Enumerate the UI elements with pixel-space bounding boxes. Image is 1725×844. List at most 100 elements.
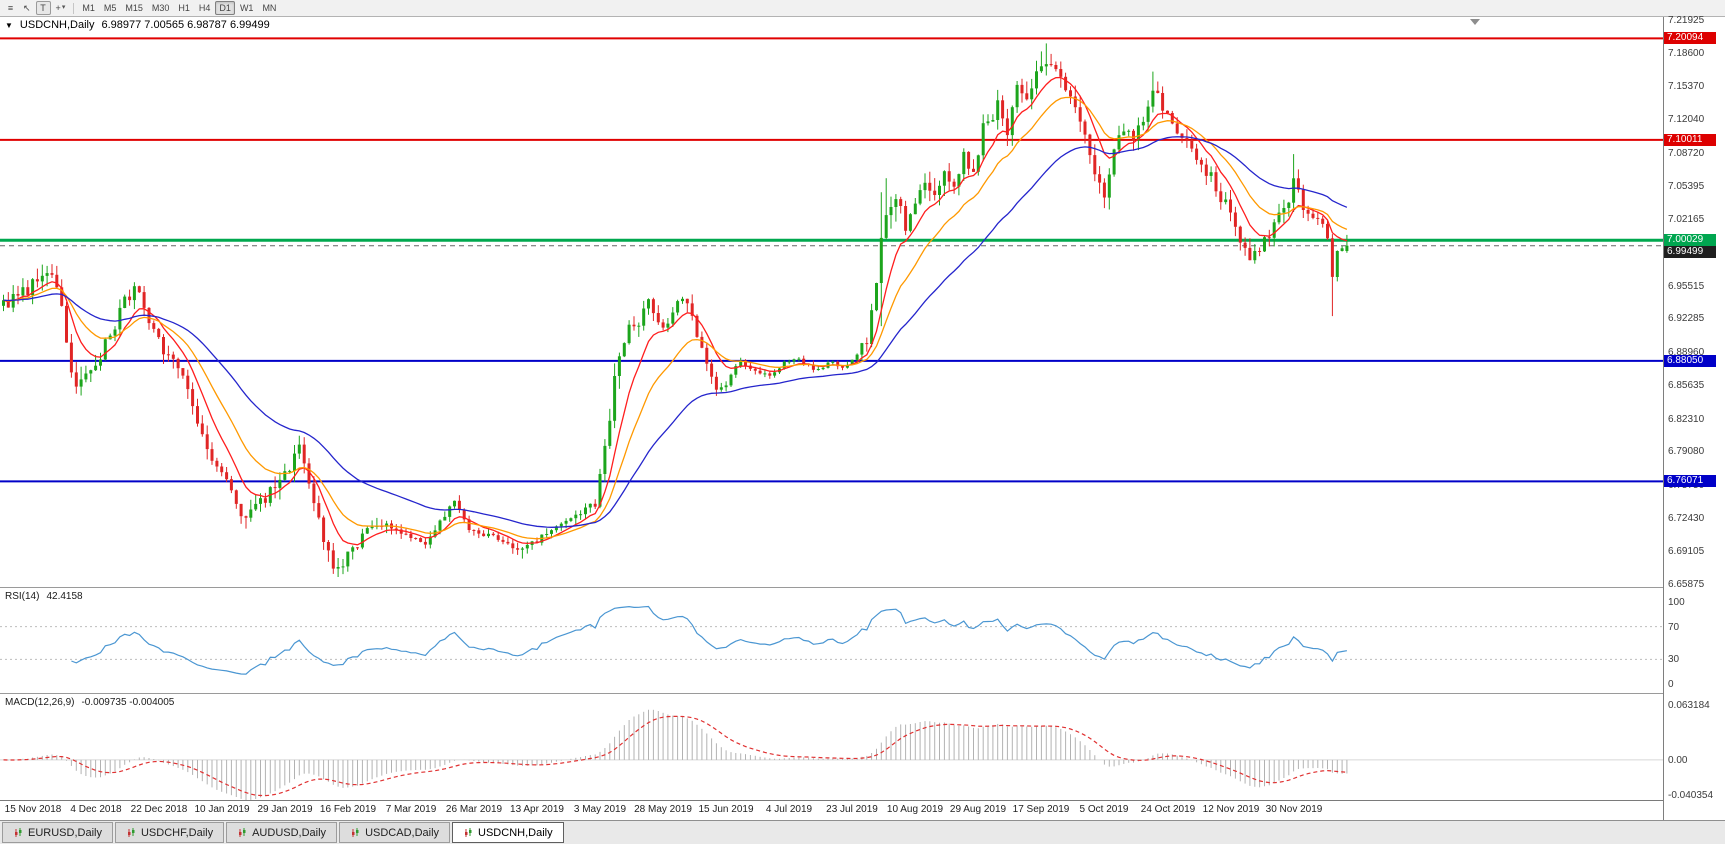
- macd-tick: -0.040354: [1668, 790, 1714, 801]
- time-label: 7 Mar 2019: [385, 804, 437, 815]
- time-label: 15 Nov 2018: [4, 804, 62, 815]
- timeframe-H4[interactable]: H4: [198, 3, 211, 13]
- price-chart-canvas[interactable]: [0, 17, 1663, 820]
- panel-separator[interactable]: [0, 587, 1725, 588]
- price-tick: 7.18600: [1668, 48, 1705, 59]
- price-tick: 7.08720: [1668, 148, 1705, 159]
- crosshair-icon[interactable]: + ▾: [52, 1, 70, 15]
- quote-header: ▼ USDCNH,Daily 6.98977 7.00565 6.98787 6…: [5, 19, 270, 31]
- dropdown-caret-icon: ▾: [61, 4, 66, 11]
- time-label: 29 Jan 2019: [257, 804, 313, 815]
- toolbar-separator: [73, 2, 75, 14]
- time-axis-separator: [0, 800, 1725, 801]
- timeframe-H1[interactable]: H1: [178, 3, 190, 13]
- time-label: 29 Aug 2019: [949, 804, 1007, 815]
- price-tick: 6.88960: [1668, 347, 1705, 358]
- crosshair-glyph: +: [55, 3, 61, 13]
- rsi-value: 42.4158: [46, 591, 83, 602]
- tab-label: EURUSD,Daily: [28, 826, 102, 839]
- time-label: 17 Sep 2019: [1012, 804, 1070, 815]
- cursor-icon[interactable]: ↖: [23, 3, 31, 13]
- time-label: 3 May 2019: [573, 804, 627, 815]
- candlestick-chart-icon: [126, 827, 136, 838]
- candlestick-chart-icon: [237, 827, 247, 838]
- quote-symbol: USDCNH,Daily: [19, 19, 95, 31]
- macd-tick: 0.063184: [1668, 700, 1710, 711]
- candlestick-chart-icon: [13, 827, 23, 838]
- time-label: 30 Nov 2019: [1265, 804, 1323, 815]
- collapse-icon[interactable]: ▼: [5, 20, 13, 30]
- candles-layer: [2, 43, 1349, 577]
- price-badge: 6.88050: [1664, 355, 1716, 367]
- price-tick: 6.79080: [1668, 446, 1705, 457]
- moving-averages-layer: [3, 76, 1348, 546]
- rsi-tick: 70: [1668, 622, 1680, 633]
- time-axis[interactable]: 15 Nov 2018 4 Dec 2018 22 Dec 2018 10 Jan 2…: [0, 801, 1663, 820]
- macd-values: -0.009735 -0.004005: [81, 697, 175, 708]
- price-tick: 6.85635: [1668, 380, 1705, 391]
- time-label: 10 Aug 2019: [886, 804, 944, 815]
- price-badge: 6.76071: [1664, 475, 1716, 487]
- price-tick: 6.72430: [1668, 513, 1705, 524]
- price-tick: 6.65875: [1668, 579, 1705, 590]
- timeframe-M15[interactable]: M15: [125, 3, 143, 13]
- tab-label: USDCNH,Daily: [478, 826, 553, 839]
- tab-label: AUDUSD,Daily: [252, 826, 327, 839]
- time-label: 13 Apr 2019: [510, 804, 564, 815]
- price-badge: 7.10011: [1664, 134, 1716, 146]
- time-label: 10 Jan 2019: [194, 804, 250, 815]
- tab-label: USDCAD,Daily: [365, 826, 440, 839]
- quote-ohlc: 6.98977 7.00565 6.98787 6.99499: [101, 19, 270, 31]
- chart-tab-AUDUSD[interactable]: AUDUSD,Daily: [226, 822, 338, 843]
- rsi-tick: 30: [1668, 654, 1680, 665]
- time-label: 24 Oct 2019: [1140, 804, 1196, 815]
- price-badge: 7.00029: [1664, 234, 1716, 246]
- text-tool-icon[interactable]: T: [35, 1, 51, 15]
- timeframe-M5[interactable]: M5: [103, 3, 117, 13]
- timeframe-W1[interactable]: W1: [239, 3, 254, 13]
- chart-tab-USDCNH[interactable]: USDCNH,Daily: [452, 822, 564, 843]
- time-label: 23 Jul 2019: [826, 804, 878, 815]
- price-tick: 6.82310: [1668, 414, 1705, 425]
- rsi-tick: 0: [1668, 679, 1674, 690]
- price-tick: 6.92285: [1668, 313, 1705, 324]
- macd-tick: 0.00: [1668, 755, 1688, 766]
- tab-label: USDCHF,Daily: [140, 826, 214, 839]
- price-tick: 7.15370: [1668, 81, 1705, 92]
- timeframe-MN[interactable]: MN: [262, 3, 277, 13]
- time-label: 28 May 2019: [634, 804, 692, 815]
- time-label: 16 Feb 2019: [319, 804, 377, 815]
- timeframe-M30[interactable]: M30: [151, 3, 170, 13]
- chart-tab-USDCAD[interactable]: USDCAD,Daily: [339, 822, 451, 843]
- rsi-title: RSI(14): [5, 591, 40, 602]
- rsi-label: RSI(14) 42.4158: [5, 591, 83, 602]
- chart-area: ▼ USDCNH,Daily 6.98977 7.00565 6.98787 6…: [0, 15, 1725, 820]
- chart-list-icon[interactable]: ≡: [7, 3, 14, 13]
- chart-tab-EURUSD[interactable]: EURUSD,Daily: [2, 822, 113, 843]
- timeframe-group: M1 M5 M15 M30 H1 H4 D1 W1 MN: [78, 1, 280, 15]
- time-label: 26 Mar 2019: [445, 804, 503, 815]
- timeframe-D1[interactable]: D1: [215, 1, 235, 15]
- panel-separator[interactable]: [0, 693, 1725, 694]
- price-axis[interactable]: 7.21925 7.18600 7.15370 7.12040 7.08720 7.053…: [1663, 15, 1725, 820]
- price-tick: 6.69105: [1668, 546, 1705, 557]
- rsi-tick: 100: [1668, 597, 1685, 608]
- chart-shift-marker[interactable]: [1470, 19, 1480, 25]
- price-tick: 7.02165: [1668, 214, 1705, 225]
- macd-layer: [0, 709, 1663, 801]
- chart-tab-USDCHF[interactable]: USDCHF,Daily: [114, 822, 225, 843]
- top-toolbar: ≡ ↖ T + ▾ M1 M5 M15 M30 H1 H4 D1 W1 MN: [0, 0, 1725, 17]
- time-label: 15 Jun 2019: [698, 804, 754, 815]
- price-badge: 7.20094: [1664, 32, 1716, 44]
- price-badge: 6.99499: [1664, 246, 1716, 258]
- timeframe-M1[interactable]: M1: [82, 3, 95, 13]
- candlestick-chart-icon: [350, 827, 360, 838]
- price-tick: 6.95515: [1668, 281, 1705, 292]
- price-tick: 7.21925: [1668, 15, 1705, 26]
- time-label: 4 Jul 2019: [765, 804, 813, 815]
- time-label: 12 Nov 2019: [1202, 804, 1260, 815]
- macd-label: MACD(12,26,9) -0.009735 -0.004005: [5, 697, 174, 708]
- time-label: 22 Dec 2018: [130, 804, 188, 815]
- candlestick-chart-icon: [463, 827, 473, 838]
